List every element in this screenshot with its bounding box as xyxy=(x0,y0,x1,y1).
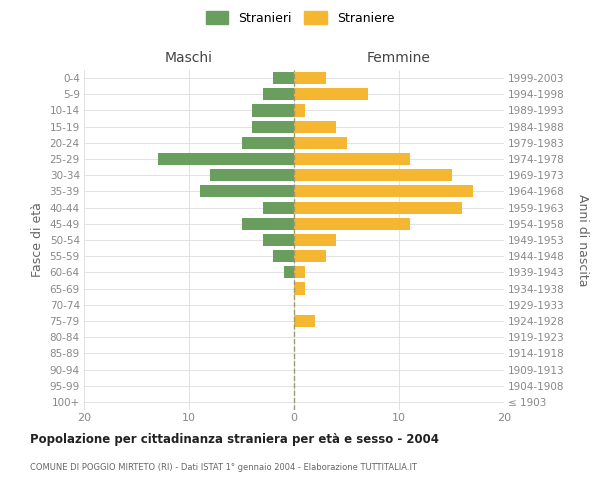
Bar xyxy=(294,282,305,294)
Bar xyxy=(263,202,294,213)
Bar xyxy=(263,234,294,246)
Bar xyxy=(294,169,452,181)
Text: Maschi: Maschi xyxy=(165,51,213,65)
Bar xyxy=(273,72,294,84)
Bar xyxy=(252,120,294,132)
Y-axis label: Anni di nascita: Anni di nascita xyxy=(576,194,589,286)
Text: Popolazione per cittadinanza straniera per età e sesso - 2004: Popolazione per cittadinanza straniera p… xyxy=(30,432,439,446)
Bar xyxy=(294,266,305,278)
Bar xyxy=(294,250,325,262)
Bar xyxy=(241,218,294,230)
Bar xyxy=(210,169,294,181)
Bar xyxy=(294,88,367,101)
Bar xyxy=(294,104,305,117)
Bar xyxy=(284,266,294,278)
Text: COMUNE DI POGGIO MIRTETO (RI) - Dati ISTAT 1° gennaio 2004 - Elaborazione TUTTIT: COMUNE DI POGGIO MIRTETO (RI) - Dati IST… xyxy=(30,462,417,471)
Legend: Stranieri, Straniere: Stranieri, Straniere xyxy=(201,6,399,30)
Bar xyxy=(294,137,347,149)
Bar xyxy=(294,315,315,327)
Bar xyxy=(294,153,409,165)
Bar xyxy=(263,88,294,101)
Bar xyxy=(294,186,473,198)
Bar xyxy=(294,120,336,132)
Text: Femmine: Femmine xyxy=(367,51,431,65)
Bar xyxy=(273,250,294,262)
Bar xyxy=(294,72,325,84)
Bar xyxy=(294,218,409,230)
Bar xyxy=(157,153,294,165)
Bar xyxy=(252,104,294,117)
Bar xyxy=(294,202,462,213)
Bar xyxy=(294,234,336,246)
Bar xyxy=(199,186,294,198)
Y-axis label: Fasce di età: Fasce di età xyxy=(31,202,44,278)
Bar xyxy=(241,137,294,149)
